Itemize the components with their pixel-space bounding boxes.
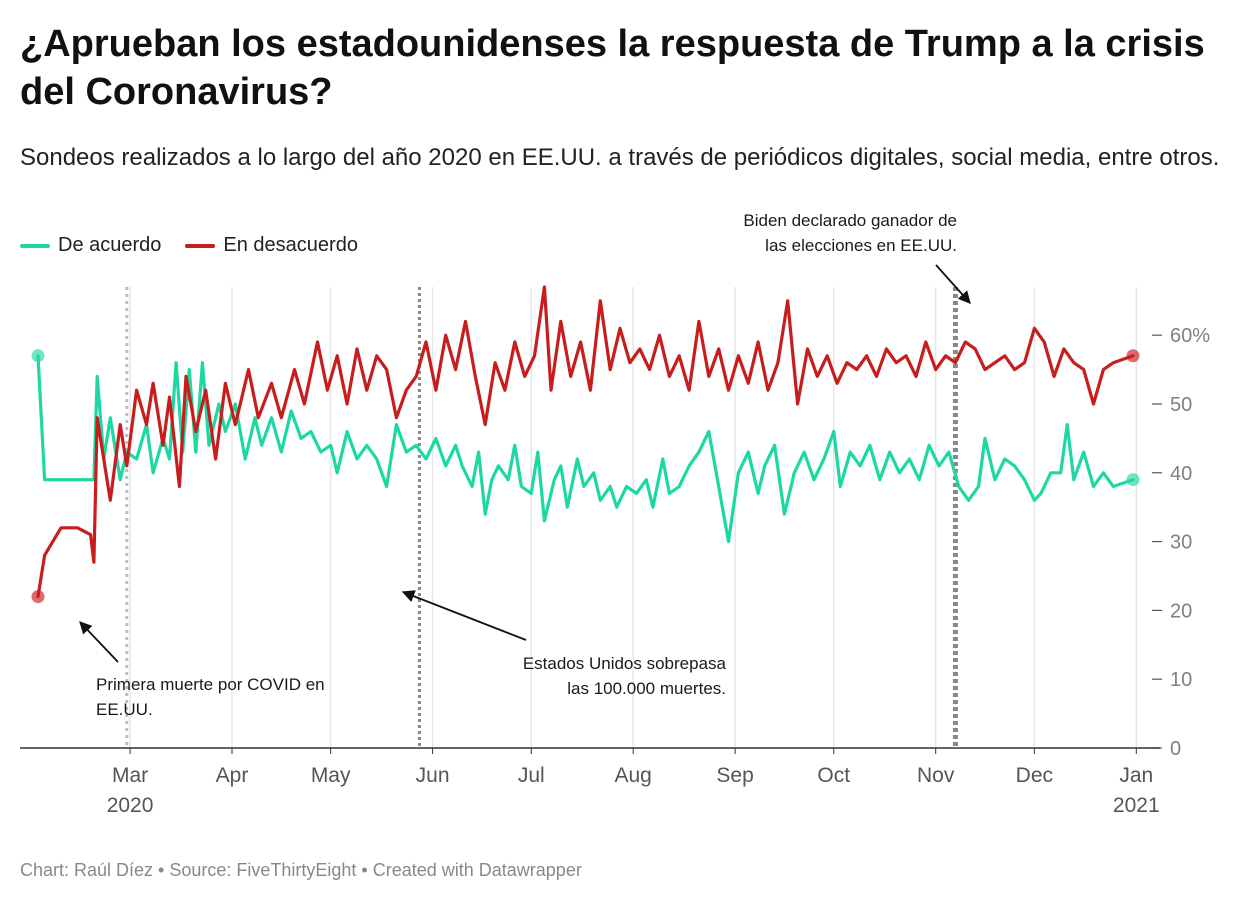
annotation-100k-deaths: Estados Unidos sobrepasa las 100.000 muer…	[401, 590, 727, 698]
agree-series-line	[36, 354, 1135, 544]
annotation-first-death: Primera muerte por COVID en EE.UU.	[79, 621, 325, 719]
legend-label-agree: De acuerdo	[58, 234, 162, 256]
y-tick-label: 20	[1170, 600, 1192, 622]
y-tick-label: 60%	[1170, 325, 1210, 347]
chart-subtitle: Sondeos realizados a lo largo del año 20…	[20, 144, 1220, 171]
agree-start-point	[31, 349, 45, 363]
agree-end-point	[1126, 473, 1140, 487]
x-tick-label: Jan	[1119, 764, 1153, 787]
y-tick-label: 40	[1170, 463, 1192, 485]
x-year-label: 2021	[1113, 794, 1160, 817]
y-tick-label: 10	[1170, 669, 1192, 691]
annotation-arrow	[401, 590, 527, 641]
annotation-arrow	[935, 264, 971, 304]
x-tick-label: Jun	[416, 764, 450, 787]
x-tick-label: Dec	[1016, 764, 1053, 787]
x-tick-label: Aug	[614, 764, 651, 787]
annotation-arrow	[79, 621, 119, 663]
x-tick-label: Oct	[817, 764, 850, 787]
x-tick-label: Jul	[518, 764, 545, 787]
annotation-text-line: Biden declarado ganador de	[743, 211, 957, 230]
y-tick-label: 50	[1170, 394, 1192, 416]
x-year-label: 2020	[107, 794, 154, 817]
disagree-end-point	[1126, 349, 1140, 363]
x-tick-label: Apr	[216, 764, 249, 787]
annotation-text-line: Estados Unidos sobrepasa	[523, 654, 727, 673]
annotation-text-line: Primera muerte por COVID en	[96, 675, 325, 694]
legend-item-disagree: En desacuerdo	[185, 234, 358, 257]
x-tick-label: Mar	[112, 764, 148, 787]
legend-swatch-agree	[20, 243, 50, 248]
legend-label-disagree: En desacuerdo	[223, 234, 358, 256]
legend-item-agree: De acuerdo	[20, 234, 161, 257]
y-tick-label: 30	[1170, 532, 1192, 554]
chart-footer: Chart: Raúl Díez • Source: FiveThirtyEig…	[20, 860, 582, 880]
y-tick-label: 0	[1170, 738, 1181, 760]
x-tick-label: Nov	[917, 764, 955, 787]
annotation-text-line: las elecciones en EE.UU.	[765, 236, 957, 255]
legend-swatch-disagree	[185, 243, 216, 248]
x-tick-label: Sep	[716, 764, 753, 787]
annotation-biden-wins: Biden declarado ganador de las elecciones…	[743, 211, 971, 304]
x-tick-label: May	[311, 764, 351, 787]
legend: De acuerdo En desacuerdo	[20, 234, 358, 257]
annotation-text-line: EE.UU.	[96, 700, 153, 719]
annotation-text-line: las 100.000 muertes.	[567, 679, 726, 698]
chart-title: ¿Aprueban los estadounidenses la respues…	[20, 23, 1205, 113]
disagree-series-line	[36, 285, 1135, 599]
disagree-start-point	[31, 590, 45, 604]
